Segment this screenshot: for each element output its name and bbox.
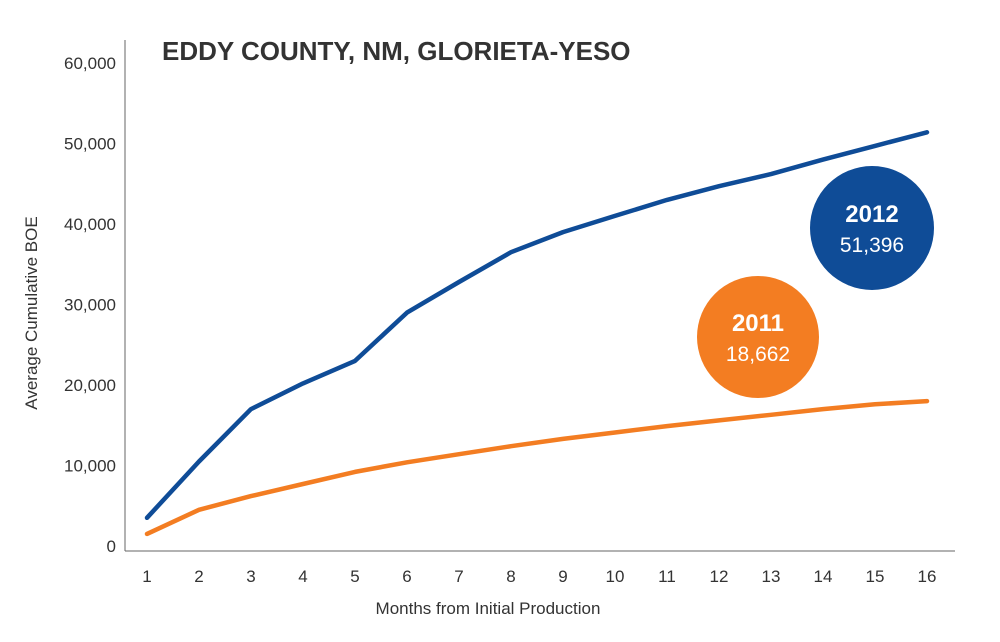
series-line-2011 bbox=[144, 398, 930, 537]
y-tick-label: 20,000 bbox=[64, 376, 116, 395]
badge-year-2011: 2011 bbox=[732, 310, 784, 337]
x-tick-label: 2 bbox=[194, 567, 203, 586]
x-tick-labels: 1 2 3 4 5 6 7 8 9 10 11 12 13 14 15 16 bbox=[142, 567, 936, 586]
y-tick-label: 0 bbox=[107, 537, 116, 556]
x-axis-label: Months from Initial Production bbox=[376, 599, 601, 618]
series-badges: 2012 51,396 2011 18,662 bbox=[697, 166, 934, 398]
x-tick-label: 8 bbox=[506, 567, 515, 586]
x-tick-label: 16 bbox=[918, 567, 937, 586]
badge-year-2012: 2012 bbox=[845, 201, 898, 228]
x-tick-label: 1 bbox=[142, 567, 151, 586]
x-tick-label: 6 bbox=[402, 567, 411, 586]
y-tick-labels: 0 10,000 20,000 30,000 40,000 50,000 60,000 bbox=[64, 54, 116, 556]
y-tick-label: 10,000 bbox=[64, 457, 116, 476]
chart-title: EDDY COUNTY, NM, GLORIETA-YESO bbox=[162, 36, 631, 66]
x-tick-label: 10 bbox=[606, 567, 625, 586]
y-tick-label: 50,000 bbox=[64, 135, 116, 154]
badge-value-2011: 18,662 bbox=[726, 343, 790, 366]
x-tick-label: 15 bbox=[866, 567, 885, 586]
x-tick-label: 12 bbox=[710, 567, 729, 586]
x-tick-label: 13 bbox=[762, 567, 781, 586]
y-tick-label: 30,000 bbox=[64, 296, 116, 315]
series-line-2012 bbox=[144, 130, 930, 521]
x-tick-label: 4 bbox=[298, 567, 307, 586]
x-tick-label: 14 bbox=[814, 567, 833, 586]
x-tick-label: 5 bbox=[350, 567, 359, 586]
badge-circle-2012 bbox=[810, 166, 934, 290]
badge-circle-2011 bbox=[697, 276, 819, 398]
x-tick-label: 7 bbox=[454, 567, 463, 586]
y-tick-label: 60,000 bbox=[64, 54, 116, 73]
y-tick-label: 40,000 bbox=[64, 215, 116, 234]
y-axis-label: Average Cumulative BOE bbox=[22, 216, 41, 409]
x-tick-label: 11 bbox=[658, 567, 676, 586]
series-lines bbox=[144, 130, 930, 537]
x-tick-label: 3 bbox=[246, 567, 255, 586]
badge-value-2012: 51,396 bbox=[840, 234, 904, 257]
axes bbox=[124, 40, 955, 552]
x-tick-label: 9 bbox=[558, 567, 567, 586]
